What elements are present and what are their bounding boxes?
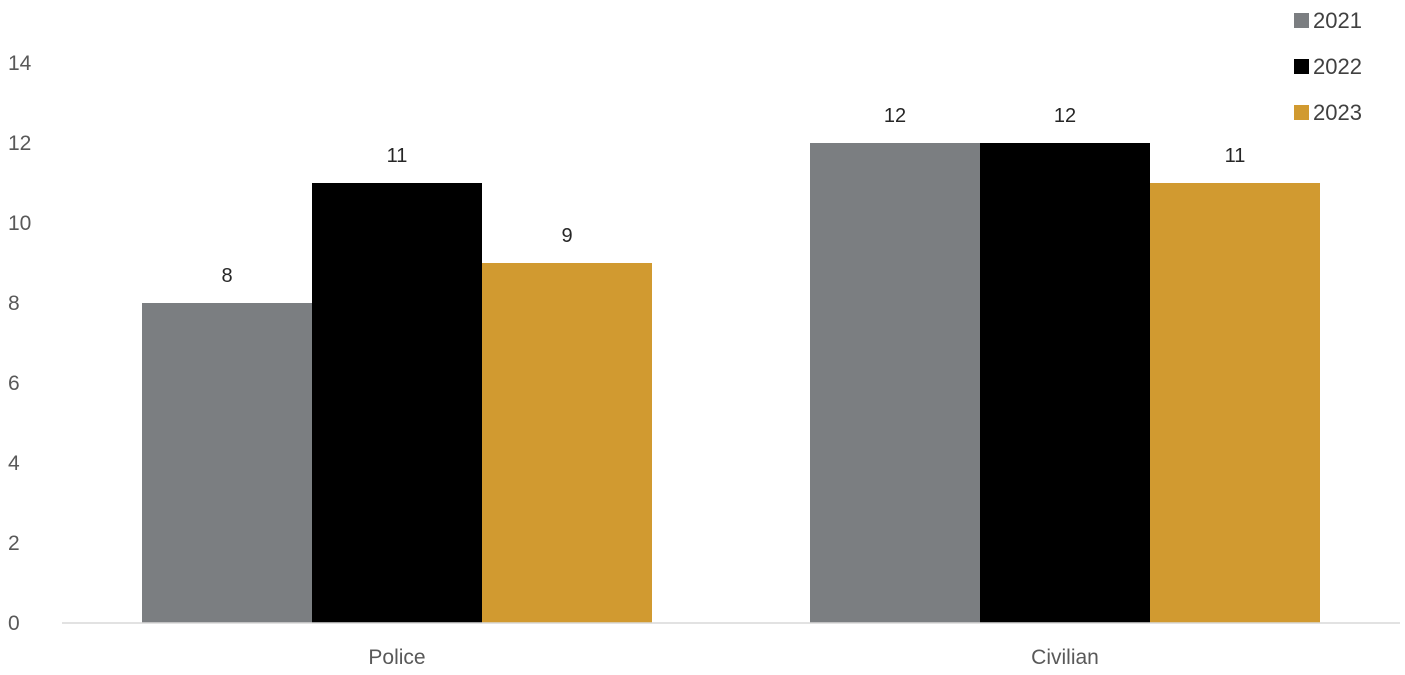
bar-police-2021 — [142, 303, 312, 623]
y-tick-label: 8 — [8, 292, 20, 315]
y-tick-label: 4 — [8, 452, 20, 475]
bar-police-2022 — [312, 183, 482, 623]
y-tick-label: 12 — [8, 132, 31, 155]
legend-swatch — [1294, 105, 1309, 120]
data-label: 8 — [221, 265, 232, 287]
data-label: 11 — [387, 145, 408, 167]
data-label: 9 — [561, 225, 572, 247]
x-tick-label: Police — [368, 646, 425, 669]
y-tick-label: 2 — [8, 532, 20, 555]
legend-swatch — [1294, 59, 1309, 74]
bar-civilian-2021 — [810, 143, 980, 623]
legend-item-2022: 2022 — [1294, 54, 1362, 79]
y-axis-ticks: 0 2 4 6 8 10 12 14 — [8, 52, 32, 635]
legend-label: 2023 — [1313, 100, 1362, 125]
legend-swatch — [1294, 13, 1309, 28]
x-tick-label: Civilian — [1031, 646, 1099, 669]
legend-label: 2022 — [1313, 54, 1362, 79]
data-labels: 8 11 9 12 12 11 — [221, 105, 1245, 287]
bars — [142, 143, 1320, 623]
bar-civilian-2022 — [980, 143, 1150, 623]
bar-civilian-2023 — [1150, 183, 1320, 623]
y-tick-label: 10 — [8, 212, 31, 235]
data-label: 12 — [884, 105, 906, 127]
y-tick-label: 0 — [8, 612, 20, 635]
data-label: 11 — [1225, 145, 1246, 167]
y-tick-label: 14 — [8, 52, 32, 75]
y-tick-label: 6 — [8, 372, 20, 395]
legend-label: 2021 — [1313, 8, 1362, 33]
data-label: 12 — [1054, 105, 1076, 127]
bar-police-2023 — [482, 263, 652, 623]
legend-item-2023: 2023 — [1294, 100, 1362, 125]
x-axis-categories: Police Civilian — [368, 646, 1098, 669]
legend-item-2021: 2021 — [1294, 8, 1362, 33]
legend: 2021 2022 2023 — [1294, 8, 1362, 125]
